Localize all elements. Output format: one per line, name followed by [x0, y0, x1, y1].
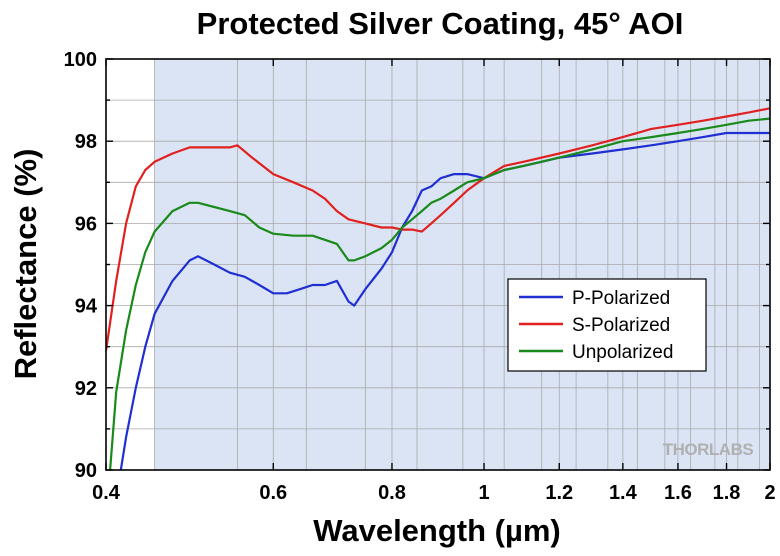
legend: P-Polarized S-Polarized Unpolarized: [507, 278, 707, 372]
y-tick-label: 96: [75, 213, 97, 235]
x-tick-label: 1.4: [609, 482, 638, 504]
x-tick-label: 1.8: [713, 482, 741, 504]
plot-area: [105, 58, 771, 471]
series-line-unpolarized: [109, 117, 770, 470]
series-lines: [106, 107, 770, 470]
x-tick-label: 0.4: [92, 482, 121, 504]
axis-ticks: 0.4 0.6 0.8 1 1.2 1.4 1.6 1.8 2 90 92 94 96 98 100: [64, 49, 776, 504]
thorlabs-watermark: THORLABS: [663, 440, 754, 459]
x-tick-label: 1.2: [545, 482, 573, 504]
y-tick-label: 90: [75, 460, 97, 482]
series-line-s-polarized: [106, 107, 770, 351]
legend-entry-label: Unpolarized: [572, 342, 673, 363]
x-tick-label: 1.6: [664, 482, 692, 504]
x-tick-label: 2: [764, 482, 775, 504]
x-axis-label: Wavelength (µm): [313, 513, 561, 548]
y-tick-label: 94: [75, 296, 98, 318]
series-line-p-polarized: [119, 131, 770, 470]
y-axis-label: Reflectance (%): [8, 149, 43, 380]
y-tick-label: 100: [64, 49, 97, 71]
y-tick-label: 98: [75, 131, 97, 153]
legend-entry-label: S-Polarized: [572, 315, 670, 336]
y-tick-label: 92: [75, 378, 97, 400]
x-tick-label: 1: [478, 482, 489, 504]
x-tick-label: 0.8: [378, 482, 406, 504]
legend-entry-label: P-Polarized: [572, 288, 670, 309]
x-tick-label: 0.6: [259, 482, 287, 504]
chart-title: Protected Silver Coating, 45° AOI: [197, 6, 684, 41]
